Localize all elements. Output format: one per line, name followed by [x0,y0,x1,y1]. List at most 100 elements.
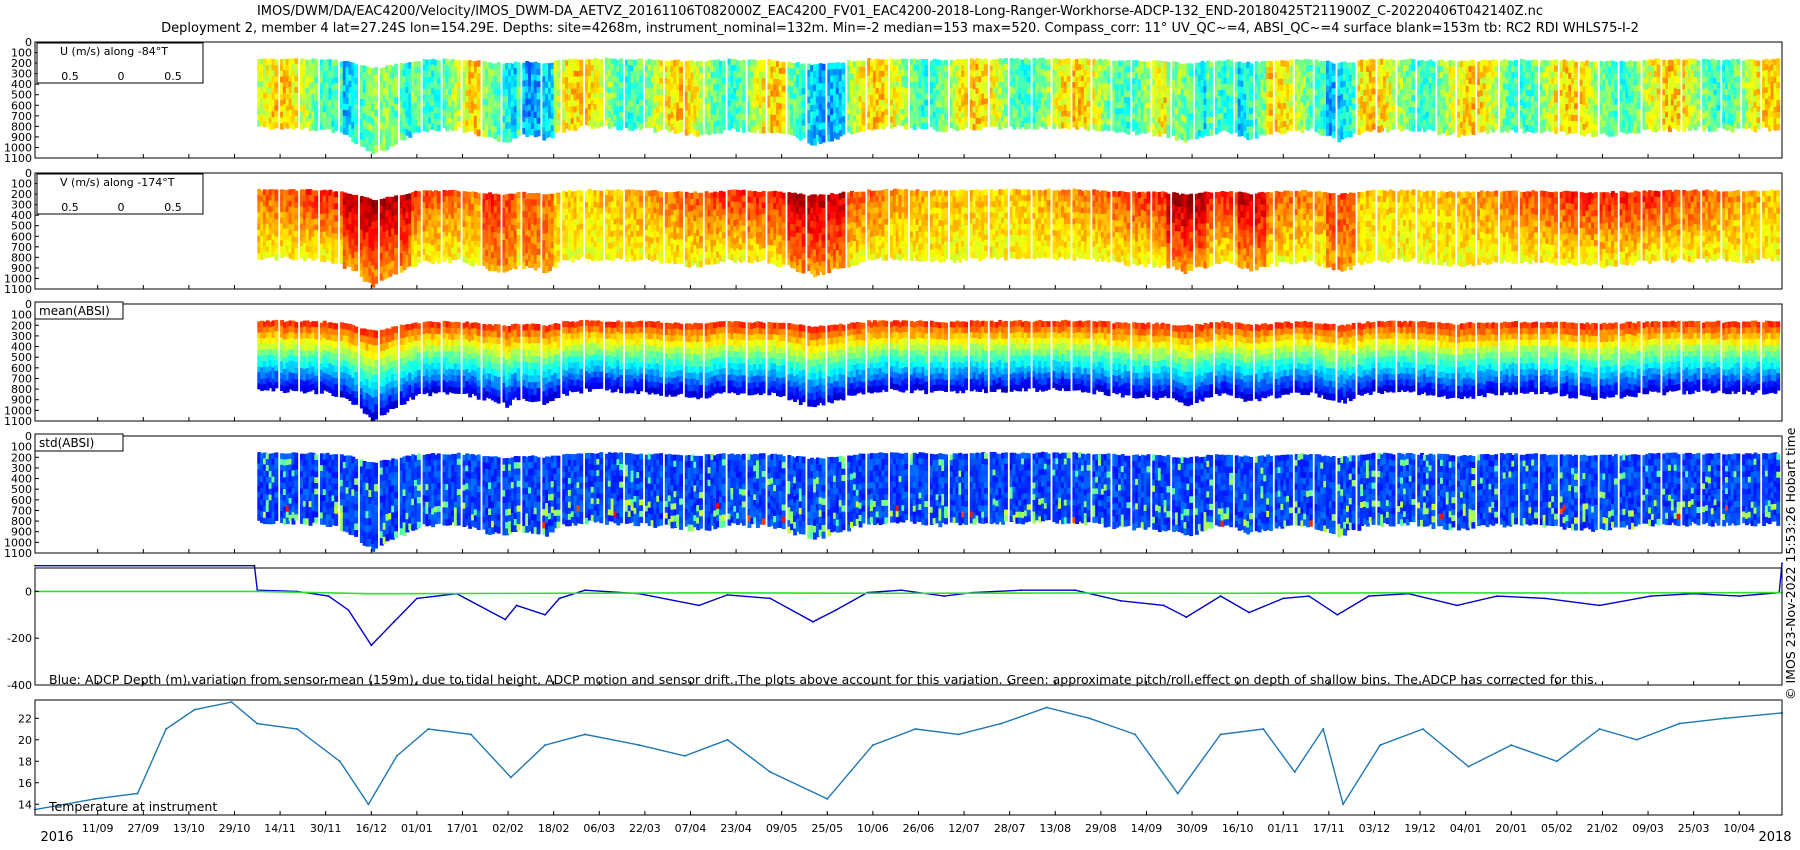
heatmap-cell [345,110,350,117]
heatmap-cell [1451,66,1456,73]
heatmap-cell [348,80,353,88]
heatmap-cell [265,81,270,88]
heatmap-cell [650,82,655,89]
heatmap-cell [1046,59,1051,65]
heatmap-cell [1095,83,1100,90]
heatmap-cell [1308,93,1313,100]
heatmap-cell [647,110,652,117]
heatmap-cell [952,95,957,102]
heatmap-cell [833,106,837,114]
heatmap-cell [656,71,661,78]
heatmap-cell [1593,130,1598,137]
heatmap-cell [801,131,806,139]
heatmap-cell [867,111,872,118]
heatmap-cell [388,64,393,72]
heatmap-cell [268,117,273,124]
heatmap-cell [1012,70,1017,77]
heatmap-cell [858,107,863,115]
heatmap-cell [282,115,287,122]
heatmap-cell [855,102,860,109]
heatmap-cell [710,60,715,67]
heatmap-cell [371,96,376,105]
heatmap-cell [334,89,339,96]
heatmap-cell [488,99,492,106]
heatmap-cell [280,105,284,112]
heatmap-cell [955,65,960,72]
heatmap-cell [576,116,581,123]
heatmap-cell [1120,72,1125,79]
heatmap-cell [1451,102,1456,109]
heatmap-cell [1023,111,1028,118]
heatmap-cell [810,118,815,126]
heatmap-cell [673,60,678,67]
heatmap-cell [776,120,780,127]
heatmap-cell [473,109,478,117]
heatmap-cell [736,107,740,115]
heatmap-cell [721,101,726,108]
heatmap-cell [721,77,726,84]
heatmap-cell [949,59,954,66]
heatmap-cell [713,108,718,116]
heatmap-cell [1431,119,1436,126]
heatmap-cell [1001,76,1005,83]
heatmap-cell [562,89,567,97]
heatmap-cell [778,121,783,128]
heatmap-cell [368,144,373,152]
heatmap-cell [713,84,718,91]
heatmap-cell [833,94,837,101]
heatmap-cell [465,84,470,91]
heatmap-cell [282,64,287,71]
heatmap-cell [630,71,635,78]
heatmap-cell [268,64,273,71]
heatmap-cell [787,103,792,111]
heatmap-cell [810,138,815,146]
heatmap-cell [573,118,578,125]
heatmap-cell [1574,67,1578,74]
heatmap-cell [909,58,914,66]
heatmap-cell [1112,60,1117,67]
heatmap-cell [841,116,846,123]
heatmap-cell [1118,102,1122,109]
heatmap-cell [468,89,473,96]
heatmap-cell [1494,60,1499,67]
heatmap-cell [929,121,934,128]
heatmap-cell [314,106,319,114]
heatmap-cell [530,123,535,130]
heatmap-cell [630,89,635,96]
heatmap-cell [402,127,407,135]
heatmap-cell [573,76,578,83]
heatmap-cell [815,128,820,136]
heatmap-cell [984,109,988,116]
heatmap-cell [528,92,532,99]
heatmap-cell [482,111,487,119]
heatmap-cell [533,80,538,88]
heatmap-cell [379,109,384,117]
heatmap-cell [713,90,718,97]
heatmap-cell [1146,125,1151,133]
heatmap-cell [280,123,284,130]
heatmap-cell [385,114,390,122]
heatmap-cell [542,127,547,135]
heatmap-cell [1106,65,1111,73]
heatmap-cell [778,79,783,86]
heatmap-cell [1146,96,1151,103]
heatmap-cell [1494,65,1499,72]
heatmap-cell [938,95,943,102]
heatmap-cell [929,60,934,67]
heatmap-cell [1112,125,1117,132]
heatmap-cell [778,73,783,81]
heatmap-cell [1095,71,1100,79]
heatmap-cell [639,70,644,77]
heatmap-cell [758,127,763,134]
heatmap-cell [984,98,988,105]
heatmap-cell [445,76,450,84]
heatmap-cell [736,96,740,103]
heatmap-cell [285,70,290,77]
heatmap-cell [322,100,327,107]
heatmap-cell [813,111,817,119]
heatmap-cell [830,101,834,109]
heatmap-cell [442,121,447,129]
heatmap-cell [550,106,555,114]
heatmap-cell [921,93,926,100]
heatmap-cell [1471,90,1476,98]
